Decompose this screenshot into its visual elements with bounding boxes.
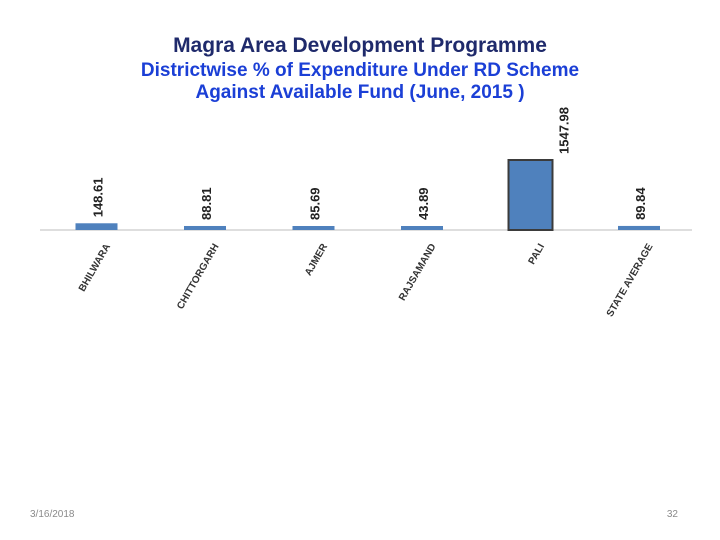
bar-chittorgarh xyxy=(184,225,226,230)
footer-date: 3/16/2018 xyxy=(30,509,75,520)
chart-title-line-2: Districtwise % of Expenditure Under RD S… xyxy=(140,60,580,81)
data-label: 148.61 xyxy=(91,178,106,218)
data-label: 89.84 xyxy=(633,187,648,220)
bar-state-average xyxy=(618,225,660,230)
category-label: PALI xyxy=(527,242,548,267)
category-label: STATE AVERAGE xyxy=(605,242,656,319)
bar-pali xyxy=(507,159,554,231)
chart-title-line-3: Against Available Fund (June, 2015 ) xyxy=(195,82,525,103)
data-label: 43.89 xyxy=(416,187,431,220)
category-label: BHILWARA xyxy=(77,242,113,294)
data-label: 1547.98 xyxy=(557,107,572,154)
chart-title-line-1: Magra Area Development Programme xyxy=(173,34,547,57)
data-label: 88.81 xyxy=(199,187,214,220)
bar-bhilwara xyxy=(75,223,118,230)
category-label: RAJSAMAND xyxy=(397,242,438,303)
category-label: CHITTORGARH xyxy=(175,242,221,311)
bar-rajsamand xyxy=(401,226,443,230)
category-label: AJMER xyxy=(303,241,330,277)
page-number: 32 xyxy=(666,509,678,520)
bar-ajmer xyxy=(292,226,335,230)
data-label: 85.69 xyxy=(308,187,323,220)
